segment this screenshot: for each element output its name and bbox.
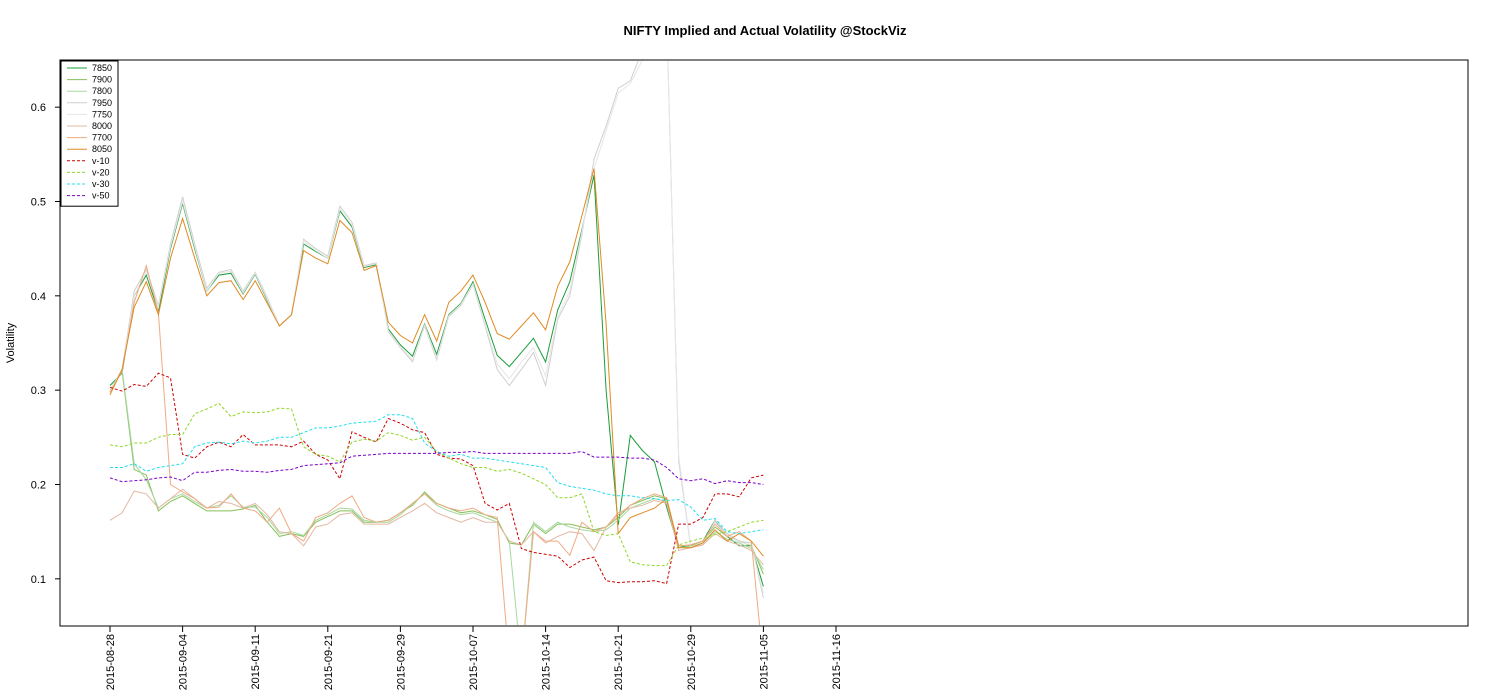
series-line-7750 [109,61,764,594]
series-line-7700 [109,263,761,625]
legend-label-7750: 7750 [92,109,112,119]
y-tick-label: 0.2 [31,480,46,492]
legend-box [60,60,119,207]
legend-label-7800: 7800 [92,86,112,96]
x-tick-label: 2015-10-21 [613,634,625,690]
x-tick-label: 2015-10-07 [468,634,480,690]
legend-label-7850: 7850 [92,63,112,73]
y-tick-label: 0.3 [31,385,46,397]
legend-label-7950: 7950 [92,98,112,108]
y-tick-label: 0.5 [31,197,46,209]
y-tick-label: 0.1 [31,574,46,586]
plot-area-frame [59,59,1469,627]
legend-label-7900: 7900 [92,75,112,85]
series-line-v-50 [109,450,764,485]
x-tick-label: 2015-10-29 [686,634,698,690]
legend-label-v-20: v-20 [92,167,110,177]
x-axis: 2015-08-28 2015-09-04 2015-09-11 2015-09-21… [105,626,843,690]
y-axis-label: Volatility [5,322,17,363]
legend-label-v-30: v-30 [92,179,110,189]
chart-title: NIFTY Implied and Actual Volatility @Sto… [623,23,907,38]
y-axis: 0.1 0.2 0.3 0.4 0.5 0.6 [31,102,60,586]
series-line-v-30 [110,414,764,535]
series-line-v-10 [109,372,764,585]
series-line-8050 [109,168,764,557]
x-tick-label: 2015-09-04 [178,634,190,690]
series-line-7900 [109,369,764,575]
x-tick-label: 2015-09-11 [250,634,262,689]
x-tick-label: 2015-10-14 [541,634,553,690]
legend-label-v-10: v-10 [92,156,110,166]
x-tick-label: 2015-09-21 [323,634,335,690]
series-line-7800 [109,367,764,625]
y-tick-label: 0.6 [31,102,46,114]
x-tick-label: 2015-11-16 [831,634,843,689]
x-tick-label: 2015-09-29 [395,634,407,690]
x-tick-label: 2015-11-05 [758,634,770,689]
series-layer [109,61,764,625]
legend-label-8050: 8050 [92,144,112,154]
series-line-v-20 [109,402,764,567]
legend-label-7700: 7700 [92,133,112,143]
x-tick-label: 2015-08-28 [105,634,117,690]
series-line-7850 [109,174,764,587]
legend-label-8000: 8000 [92,121,112,131]
series-line-8000 [109,488,764,566]
legend-label-v-50: v-50 [92,191,110,201]
y-tick-label: 0.4 [31,291,46,303]
series-line-7950 [109,61,764,598]
